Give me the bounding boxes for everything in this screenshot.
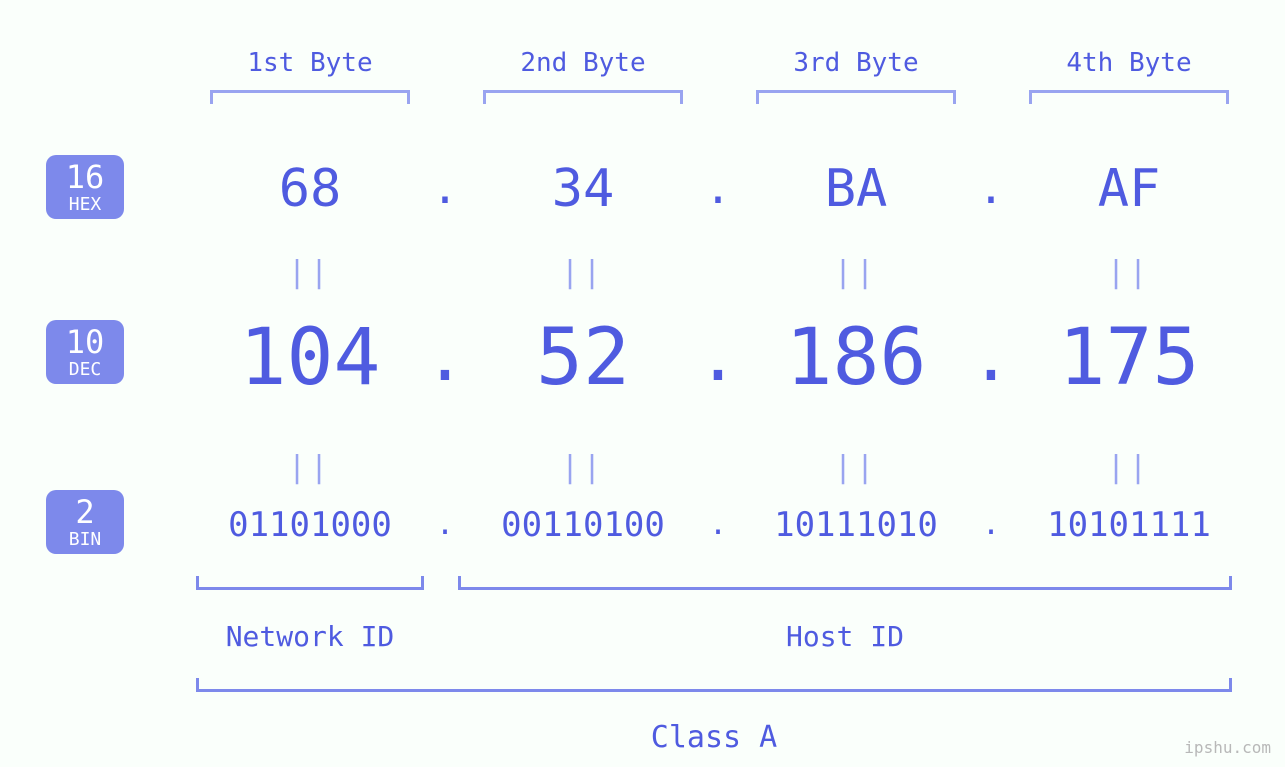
byte-label-2: 2nd Byte	[483, 48, 683, 78]
badge-hex-num: 16	[46, 161, 124, 193]
host-id-label: Host ID	[458, 620, 1232, 653]
hex-byte-3: BA	[756, 159, 956, 219]
bin-byte-1: 01101000	[190, 505, 430, 545]
byte-label-3: 3rd Byte	[756, 48, 956, 78]
eq-dec-bin-4: ||	[1029, 450, 1229, 485]
badge-bin-num: 2	[46, 496, 124, 528]
dec-byte-2: 52	[483, 313, 683, 403]
dec-byte-1: 104	[210, 313, 410, 403]
hex-dot-3: .	[956, 163, 1026, 214]
badge-bin-label: BIN	[46, 530, 124, 550]
hex-dot-2: .	[683, 163, 753, 214]
dec-dot-1: .	[410, 318, 480, 397]
eq-hex-dec-2: ||	[483, 255, 683, 290]
eq-hex-dec-1: ||	[210, 255, 410, 290]
eq-dec-bin-1: ||	[210, 450, 410, 485]
class-bracket	[196, 678, 1232, 692]
byte-label-1: 1st Byte	[210, 48, 410, 78]
badge-dec: 10 DEC	[46, 320, 124, 384]
bin-byte-2: 00110100	[463, 505, 703, 545]
watermark: ipshu.com	[1184, 738, 1271, 757]
hex-dot-1: .	[410, 163, 480, 214]
eq-hex-dec-4: ||	[1029, 255, 1229, 290]
byte-bracket-3	[756, 90, 956, 104]
dec-byte-4: 175	[1029, 313, 1229, 403]
badge-hex-label: HEX	[46, 195, 124, 215]
byte-bracket-2	[483, 90, 683, 104]
class-label: Class A	[196, 720, 1232, 755]
network-id-label: Network ID	[196, 620, 424, 653]
byte-bracket-4	[1029, 90, 1229, 104]
byte-bracket-1	[210, 90, 410, 104]
badge-bin: 2 BIN	[46, 490, 124, 554]
network-id-bracket	[196, 576, 424, 590]
bin-byte-3: 10111010	[736, 505, 976, 545]
eq-dec-bin-3: ||	[756, 450, 956, 485]
hex-byte-1: 68	[210, 159, 410, 219]
eq-hex-dec-3: ||	[756, 255, 956, 290]
badge-dec-num: 10	[46, 326, 124, 358]
byte-label-4: 4th Byte	[1029, 48, 1229, 78]
host-id-bracket	[458, 576, 1232, 590]
hex-byte-2: 34	[483, 159, 683, 219]
badge-hex: 16 HEX	[46, 155, 124, 219]
dec-dot-3: .	[956, 318, 1026, 397]
bin-byte-4: 10101111	[1009, 505, 1249, 545]
dec-dot-2: .	[683, 318, 753, 397]
eq-dec-bin-2: ||	[483, 450, 683, 485]
hex-byte-4: AF	[1029, 159, 1229, 219]
badge-dec-label: DEC	[46, 360, 124, 380]
dec-byte-3: 186	[756, 313, 956, 403]
